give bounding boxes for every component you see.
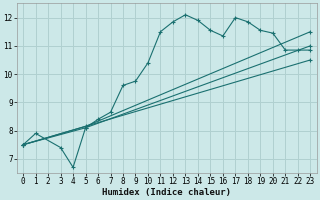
X-axis label: Humidex (Indice chaleur): Humidex (Indice chaleur) [102, 188, 231, 197]
